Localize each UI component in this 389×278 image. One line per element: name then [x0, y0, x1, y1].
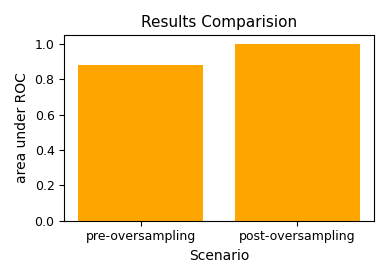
Bar: [235, 44, 360, 221]
Title: Results Comparision: Results Comparision: [141, 15, 297, 30]
Y-axis label: area under ROC: area under ROC: [15, 73, 29, 183]
X-axis label: Scenario: Scenario: [189, 249, 249, 263]
Bar: [78, 65, 203, 221]
